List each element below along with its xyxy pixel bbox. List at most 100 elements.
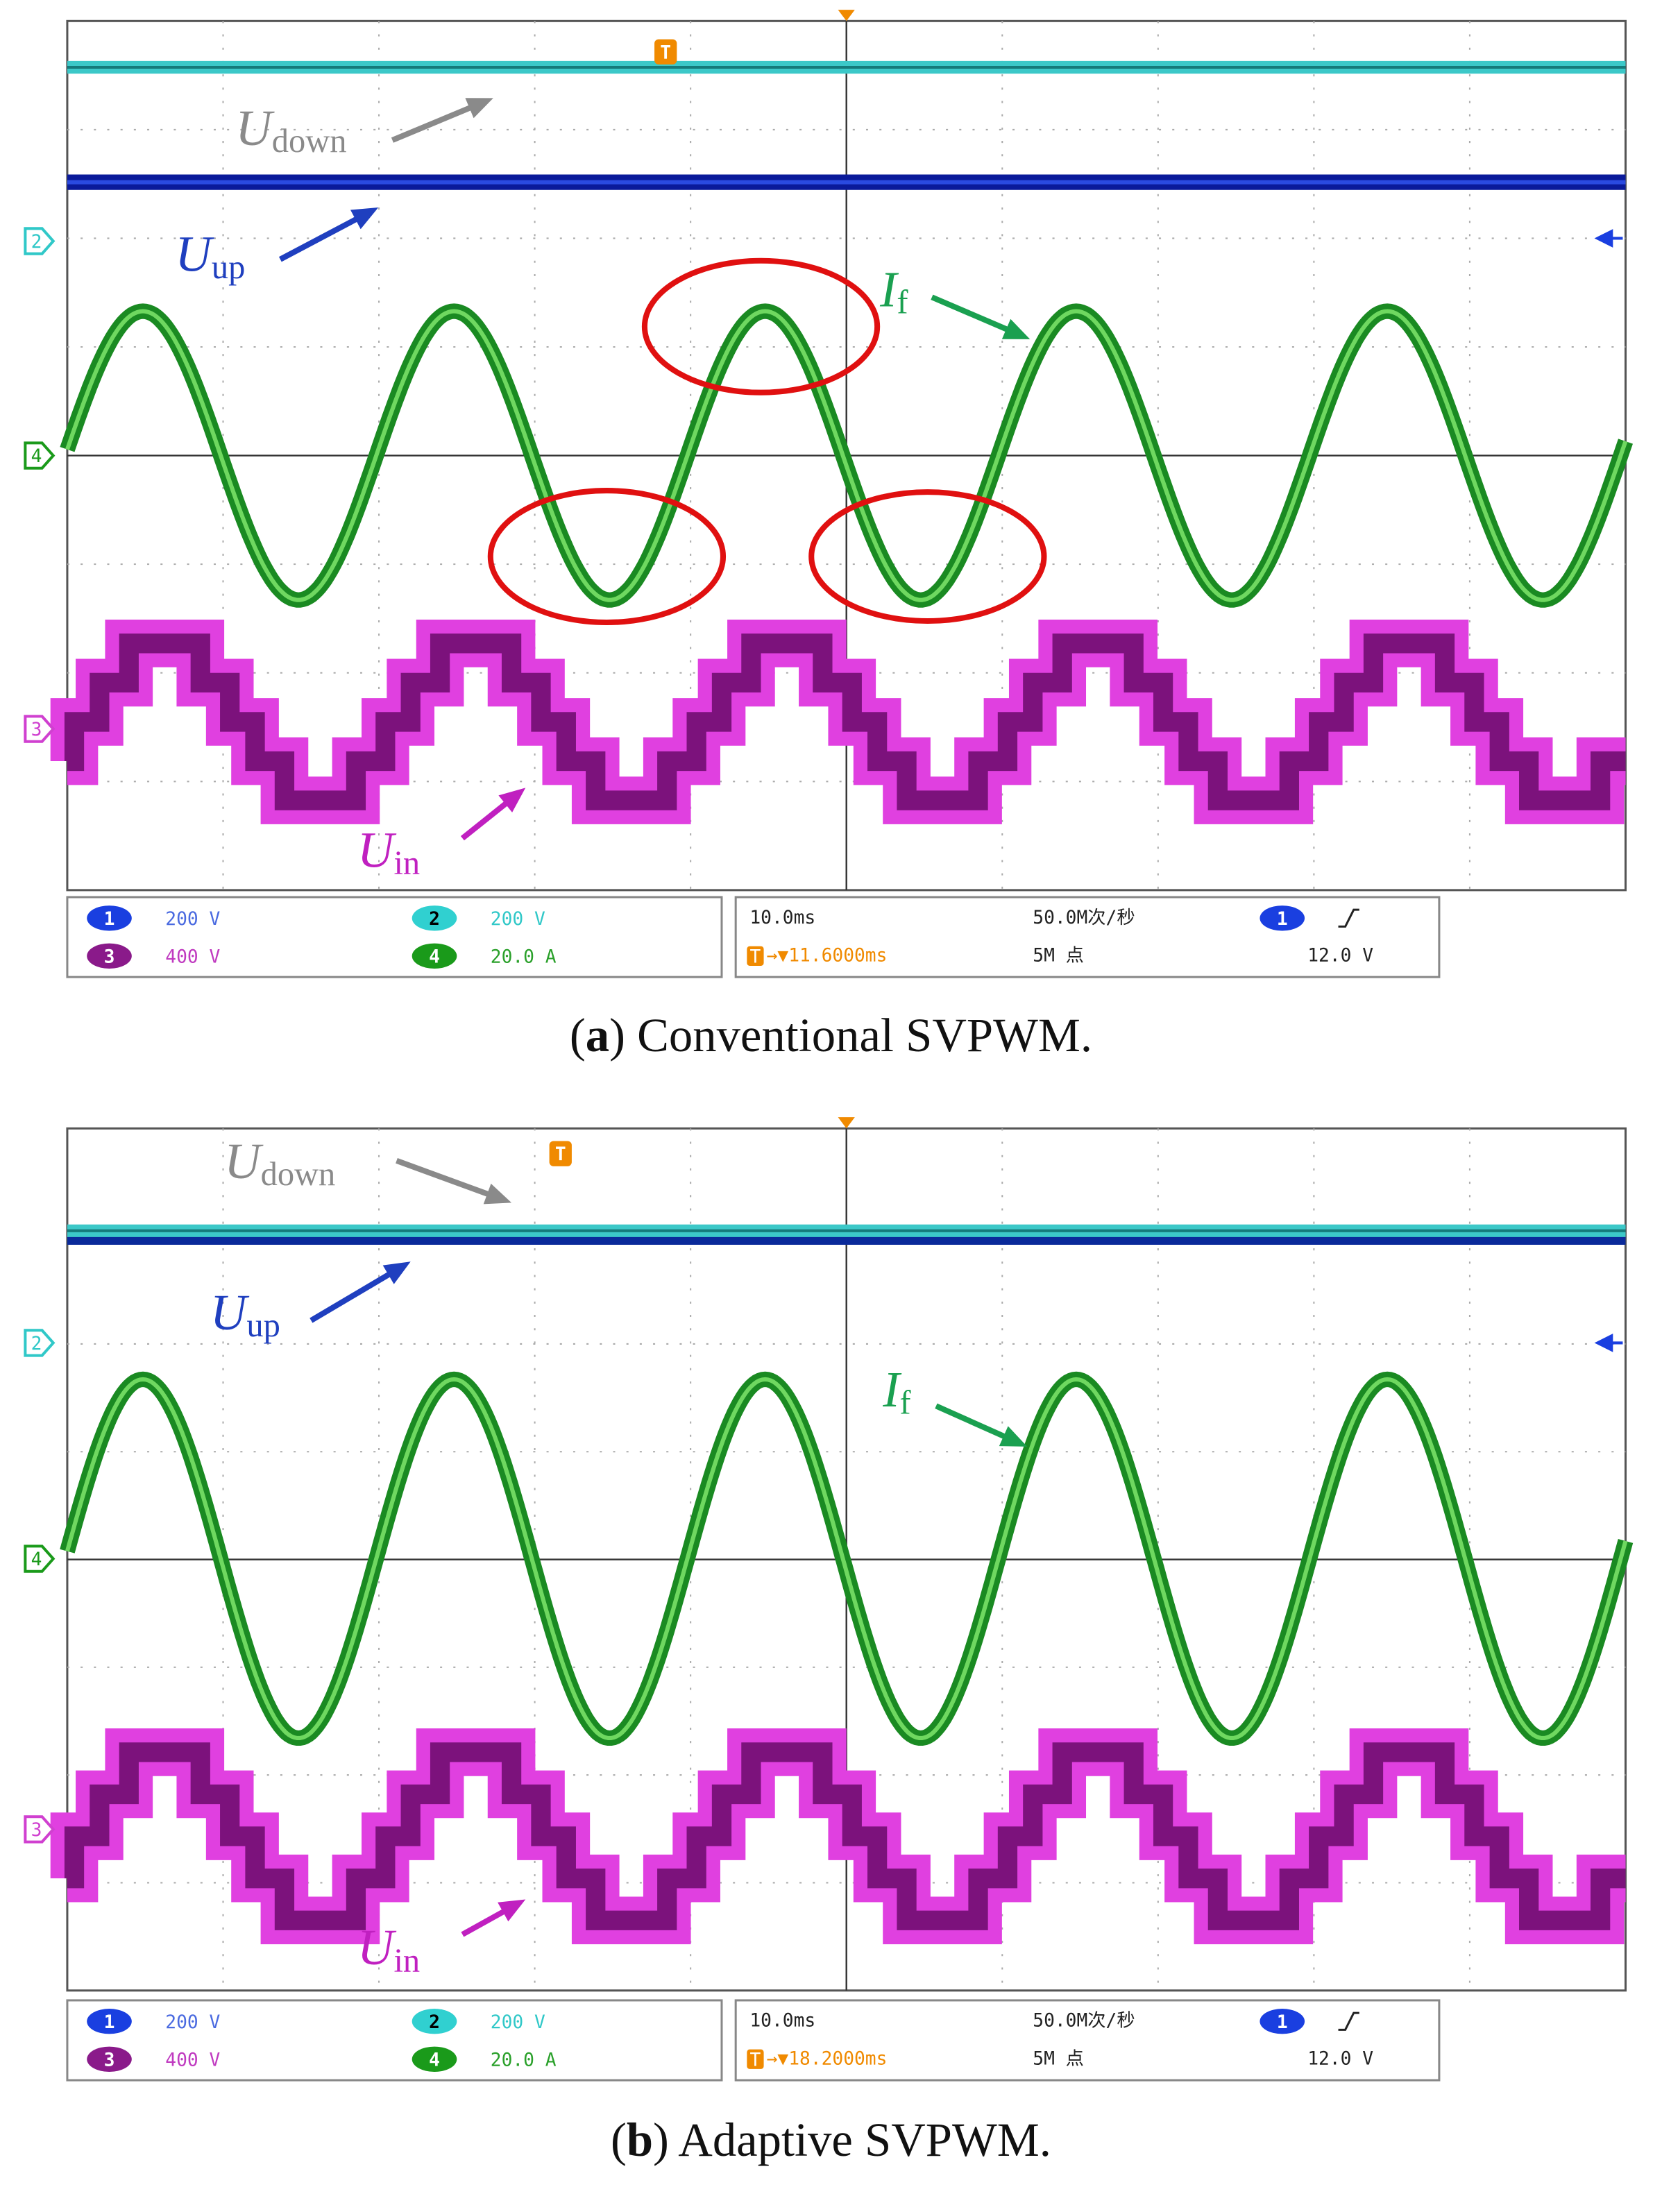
channel-marker: 4 <box>31 1549 42 1570</box>
channel-badge <box>412 2046 457 2072</box>
trace-i-f-core <box>65 309 1628 602</box>
trigger-slope <box>1338 2011 1359 2031</box>
channel-marker-badge <box>24 227 56 255</box>
caption-text: ) Conventional SVPWM. <box>609 1009 1092 1062</box>
annotation-subscript: up <box>246 1307 280 1344</box>
annotation-u_in: Uin <box>357 1919 420 1980</box>
channel-marker-badge <box>24 1545 56 1573</box>
channel-badge <box>87 2009 132 2034</box>
annotation-symbol: U <box>235 100 275 156</box>
sample-rate: 50.0M次/秒 <box>1033 908 1135 928</box>
channel-number: 4 <box>429 946 440 967</box>
record-length: 5M 点 <box>1033 2048 1084 2069</box>
time-marker <box>838 1117 855 1129</box>
trigger-level: 12.0 V <box>1307 2048 1373 2069</box>
annotation-symbol: U <box>357 1919 397 1975</box>
readout-box <box>66 1999 723 2082</box>
annotation-i_f: If <box>882 1361 911 1422</box>
trace-u-in-core <box>64 633 1626 810</box>
annotation-arrow <box>396 1157 497 1200</box>
channel-number: 4 <box>429 2050 440 2070</box>
annotation-symbol: U <box>175 226 214 282</box>
channel-marker-badge <box>24 441 56 470</box>
annotation-u_down: Udown <box>224 1133 335 1193</box>
annotation-arrowhead <box>498 1899 526 1922</box>
annotation-u_up: Uup <box>210 1284 280 1345</box>
annotation-subscript: down <box>272 123 347 160</box>
record-length: 5M 点 <box>1033 945 1084 966</box>
trigger-marker: T <box>750 946 761 967</box>
channel-badge <box>87 905 132 931</box>
caption: (a) Conventional SVPWM. <box>570 1009 1092 1062</box>
trigger-offset: →▼11.6000ms <box>767 945 888 966</box>
caption: (b) Adaptive SVPWM. <box>611 2113 1051 2166</box>
level-arrow <box>1594 229 1623 248</box>
channel-marker-badge <box>24 1329 56 1357</box>
caption-open: ( <box>611 2113 627 2166</box>
annotation-u_down: Udown <box>235 100 346 160</box>
caption-label: a <box>586 1009 609 1062</box>
annotation-i_f: If <box>879 261 908 321</box>
annotation-arrowhead <box>1001 318 1031 339</box>
caption-label: b <box>627 2113 653 2166</box>
channel-badge <box>1260 905 1305 931</box>
channel-scale: 200 V <box>165 909 220 930</box>
highlight-ellipse <box>487 488 727 626</box>
channel-number: 3 <box>104 946 115 967</box>
timebase: 10.0ms <box>749 908 815 928</box>
annotation-subscript: down <box>261 1156 336 1193</box>
channel-marker: 4 <box>31 446 42 467</box>
channel-number: 1 <box>104 909 115 930</box>
trigger-badge <box>549 1141 572 1166</box>
trigger-badge <box>654 39 677 65</box>
annotation-symbol: U <box>357 822 397 878</box>
channel-badge <box>87 943 132 969</box>
channel-scale: 400 V <box>165 2050 220 2070</box>
channel-badge <box>412 905 457 931</box>
annotation-arrowhead <box>483 1183 512 1205</box>
channel-number: 1 <box>104 2012 115 2033</box>
trigger-badge <box>747 2049 764 2069</box>
annotation-arrow <box>460 796 514 841</box>
trigger-marker: T <box>555 1144 566 1165</box>
channel-scale: 200 V <box>165 2012 220 2033</box>
readout-box <box>66 896 723 978</box>
channel-scale: 20.0 A <box>491 2050 557 2070</box>
readout-box <box>734 896 1441 978</box>
annotation-arrowhead <box>382 1261 411 1284</box>
channel-scale: 400 V <box>165 946 220 967</box>
channel-scale: 200 V <box>491 2012 545 2033</box>
annotation-arrowhead <box>498 788 526 813</box>
annotation-symbol: I <box>879 261 899 317</box>
channel-badge <box>87 2046 132 2072</box>
trigger-source: 1 <box>1277 2012 1288 2033</box>
channel-marker-badge <box>24 715 56 743</box>
channel-badge <box>1260 2009 1305 2034</box>
trigger-marker: T <box>660 42 671 63</box>
annotation-symbol: U <box>210 1284 250 1341</box>
annotation-subscript: up <box>212 249 245 286</box>
annotation-arrow <box>931 294 1016 336</box>
channel-number: 3 <box>104 2050 115 2070</box>
annotation-arrowhead <box>999 1426 1028 1447</box>
channel-marker: 3 <box>31 1820 42 1841</box>
highlight-ellipse <box>641 257 881 395</box>
channel-marker-badge <box>24 1815 56 1844</box>
channel-badge <box>412 2009 457 2034</box>
trigger-slope <box>1338 908 1359 928</box>
trigger-marker: T <box>750 2050 761 2070</box>
annotation-u_in: Uin <box>357 822 420 882</box>
annotation-subscript: in <box>393 845 420 882</box>
channel-badge <box>412 943 457 969</box>
annotation-subscript: f <box>899 1384 911 1421</box>
annotation-symbol: I <box>882 1361 902 1418</box>
trace-u-in-core <box>64 1742 1626 1930</box>
annotation-symbol: U <box>224 1133 264 1189</box>
readout-box <box>734 1999 1441 2082</box>
trigger-source: 1 <box>1277 909 1288 930</box>
sample-rate: 50.0M次/秒 <box>1033 2011 1135 2032</box>
annotation-arrow <box>278 212 365 262</box>
